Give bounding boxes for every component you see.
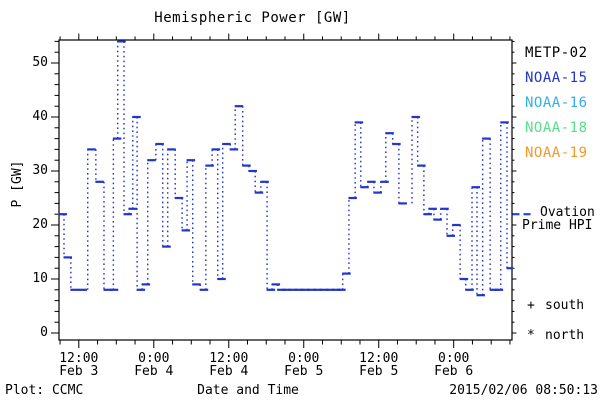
y-tick-label: 20	[32, 217, 48, 232]
north-marker-symbol: *	[527, 328, 535, 343]
page-title: Hemispheric Power [GW]	[154, 10, 351, 26]
x-tick-time-label: 0:00	[438, 351, 470, 366]
legend-item-noaa-18: NOAA-18	[525, 120, 588, 136]
x-tick-date-label: Feb 6	[434, 364, 474, 379]
legend-item-metp-02: METP-02	[525, 45, 588, 61]
legend-ovation-line2: Prime HPI	[522, 218, 593, 233]
x-tick-date-label: Feb 3	[59, 364, 99, 379]
x-tick-time-label: 0:00	[138, 351, 170, 366]
x-tick-time-label: 12:00	[59, 351, 99, 366]
north-marker-label: north	[545, 328, 585, 343]
y-tick-label: 30	[32, 163, 48, 178]
x-tick-time-label: 12:00	[209, 351, 249, 366]
x-axis-title: Date and Time	[197, 383, 299, 398]
x-tick-date-label: Feb 5	[284, 364, 324, 379]
legend-ovation-line1: Ovation	[540, 205, 595, 220]
x-tick-date-label: Feb 4	[209, 364, 249, 379]
x-tick-time-label: 0:00	[288, 351, 320, 366]
footer-plot-source: Plot: CCMC	[5, 383, 84, 398]
south-marker-symbol: +	[527, 298, 535, 313]
legend-hemisphere-south: + south	[527, 299, 584, 313]
y-tick-label: 0	[40, 325, 48, 340]
y-axis-label: P [GW]	[10, 160, 25, 208]
legend-item-noaa-15: NOAA-15	[525, 70, 588, 86]
y-tick-label: 10	[32, 271, 48, 286]
y-tick-label: 40	[32, 109, 48, 124]
plot-frame	[58, 39, 513, 341]
south-marker-label: south	[545, 298, 585, 313]
x-tick-date-label: Feb 4	[134, 364, 174, 379]
legend-item-noaa-16: NOAA-16	[525, 95, 588, 111]
y-tick-label: 50	[32, 55, 48, 70]
x-tick-time-label: 12:00	[359, 351, 399, 366]
legend-item-noaa-19: NOAA-19	[525, 145, 588, 161]
x-tick-date-label: Feb 5	[359, 364, 399, 379]
footer-timestamp: 2015/02/06 08:50:13	[449, 383, 598, 398]
legend-hemisphere-north: * north	[527, 329, 584, 343]
